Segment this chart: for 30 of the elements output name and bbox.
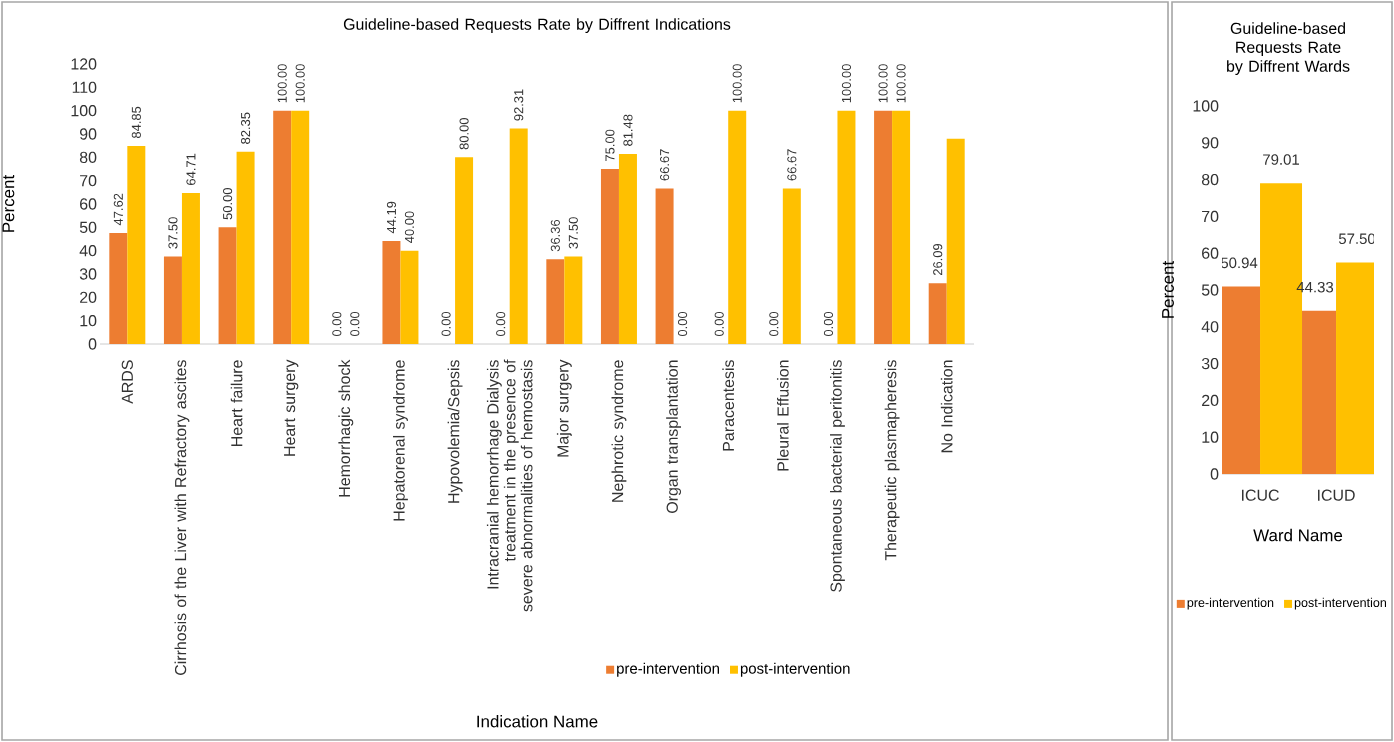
- x-axis-title: Ward Name: [1253, 528, 1343, 542]
- bar: [236, 151, 255, 344]
- y-axis-title: Percent: [1162, 260, 1174, 318]
- bar: [127, 146, 146, 344]
- x-axis-title: Indication Name: [477, 715, 598, 728]
- y-axis-title: Percent: [2, 174, 15, 232]
- bar: [273, 110, 292, 344]
- bar: [218, 227, 237, 344]
- bar: [837, 110, 856, 344]
- bar: [181, 193, 200, 344]
- bar: [782, 188, 801, 344]
- bar: [400, 250, 419, 344]
- bar: [618, 153, 637, 344]
- bar: [928, 283, 947, 344]
- bar: [382, 240, 401, 344]
- bar: [728, 110, 747, 344]
- bar: [109, 232, 128, 344]
- bar: [1222, 286, 1261, 474]
- bar: [1336, 262, 1375, 474]
- bar: [946, 138, 965, 344]
- bar: [163, 256, 182, 344]
- bar: [291, 110, 310, 344]
- bar: [564, 256, 583, 344]
- bar: [509, 128, 528, 344]
- bar: [655, 188, 674, 344]
- bar: [455, 157, 474, 344]
- bar: [546, 259, 565, 344]
- bar: [874, 110, 893, 344]
- bar: [892, 110, 911, 344]
- bar: [600, 169, 619, 344]
